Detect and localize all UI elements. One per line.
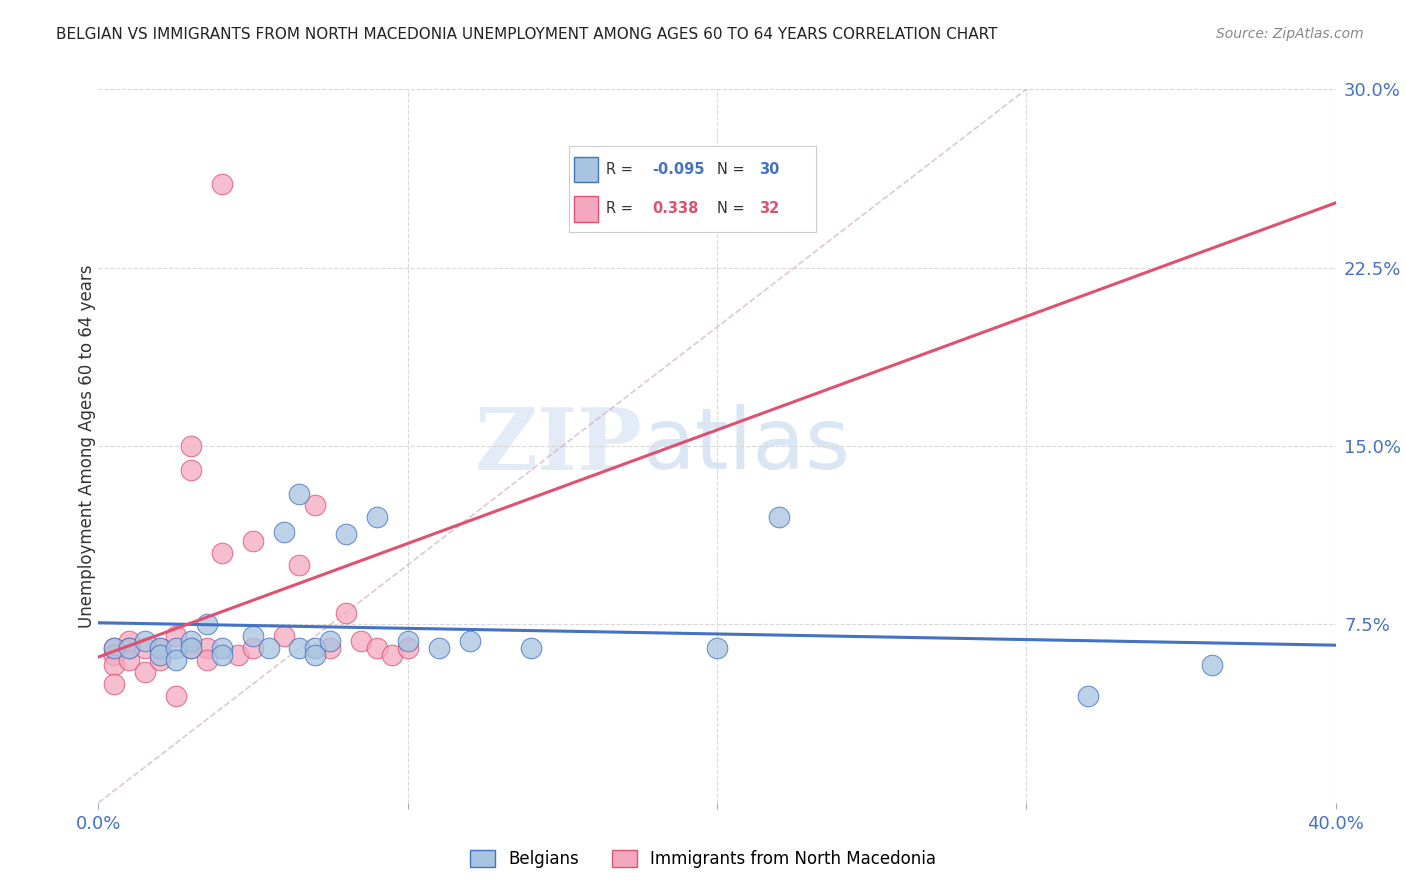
Point — [118, 653, 141, 667]
Point — [118, 634, 141, 648]
Text: atlas: atlas — [643, 404, 851, 488]
Text: R =: R = — [606, 162, 633, 177]
Point — [288, 558, 311, 572]
Point — [1077, 689, 1099, 703]
Point — [242, 641, 264, 656]
Text: Source: ZipAtlas.com: Source: ZipAtlas.com — [1216, 27, 1364, 41]
Point — [165, 653, 187, 667]
Point — [103, 677, 125, 691]
Point — [180, 641, 202, 656]
Point — [180, 634, 202, 648]
Text: R =: R = — [606, 202, 633, 216]
Point — [211, 178, 233, 192]
Point — [257, 641, 280, 656]
Point — [195, 653, 218, 667]
Point — [180, 641, 202, 656]
Point — [134, 665, 156, 679]
Point — [103, 657, 125, 672]
Point — [319, 634, 342, 648]
Point — [288, 641, 311, 656]
Point — [165, 641, 187, 656]
Point — [396, 634, 419, 648]
Point — [118, 641, 141, 656]
Point — [165, 689, 187, 703]
Point — [211, 641, 233, 656]
Point — [366, 510, 388, 524]
Point — [381, 648, 404, 663]
Point — [149, 641, 172, 656]
Text: BELGIAN VS IMMIGRANTS FROM NORTH MACEDONIA UNEMPLOYMENT AMONG AGES 60 TO 64 YEAR: BELGIAN VS IMMIGRANTS FROM NORTH MACEDON… — [56, 27, 998, 42]
Point — [195, 641, 218, 656]
FancyBboxPatch shape — [574, 157, 599, 182]
Text: -0.095: -0.095 — [652, 162, 706, 177]
Point — [273, 629, 295, 643]
Text: 32: 32 — [759, 202, 779, 216]
Point — [180, 439, 202, 453]
Point — [149, 648, 172, 663]
Legend: Belgians, Immigrants from North Macedonia: Belgians, Immigrants from North Macedoni… — [463, 843, 943, 875]
Point — [396, 641, 419, 656]
Point — [195, 617, 218, 632]
Point — [149, 641, 172, 656]
FancyBboxPatch shape — [574, 196, 599, 221]
Point — [180, 463, 202, 477]
Point — [118, 641, 141, 656]
Point — [427, 641, 450, 656]
Point — [768, 510, 790, 524]
Point — [149, 653, 172, 667]
Point — [103, 641, 125, 656]
Point — [350, 634, 373, 648]
Point — [304, 499, 326, 513]
Text: ZIP: ZIP — [475, 404, 643, 488]
Text: 0.338: 0.338 — [652, 202, 699, 216]
Point — [458, 634, 481, 648]
Point — [706, 641, 728, 656]
Point — [211, 648, 233, 663]
Text: N =: N = — [717, 202, 745, 216]
Point — [165, 629, 187, 643]
Point — [1201, 657, 1223, 672]
Point — [520, 641, 543, 656]
Point — [134, 634, 156, 648]
Point — [366, 641, 388, 656]
Point — [304, 641, 326, 656]
Point — [103, 648, 125, 663]
Point — [242, 534, 264, 549]
Point — [242, 629, 264, 643]
Point — [134, 641, 156, 656]
Text: N =: N = — [717, 162, 745, 177]
Point — [273, 524, 295, 539]
Point — [226, 648, 249, 663]
Point — [335, 606, 357, 620]
Point — [211, 546, 233, 560]
Point — [103, 641, 125, 656]
Y-axis label: Unemployment Among Ages 60 to 64 years: Unemployment Among Ages 60 to 64 years — [79, 264, 96, 628]
Point — [319, 641, 342, 656]
Point — [304, 648, 326, 663]
Point — [288, 486, 311, 500]
Text: 30: 30 — [759, 162, 779, 177]
Point — [335, 527, 357, 541]
